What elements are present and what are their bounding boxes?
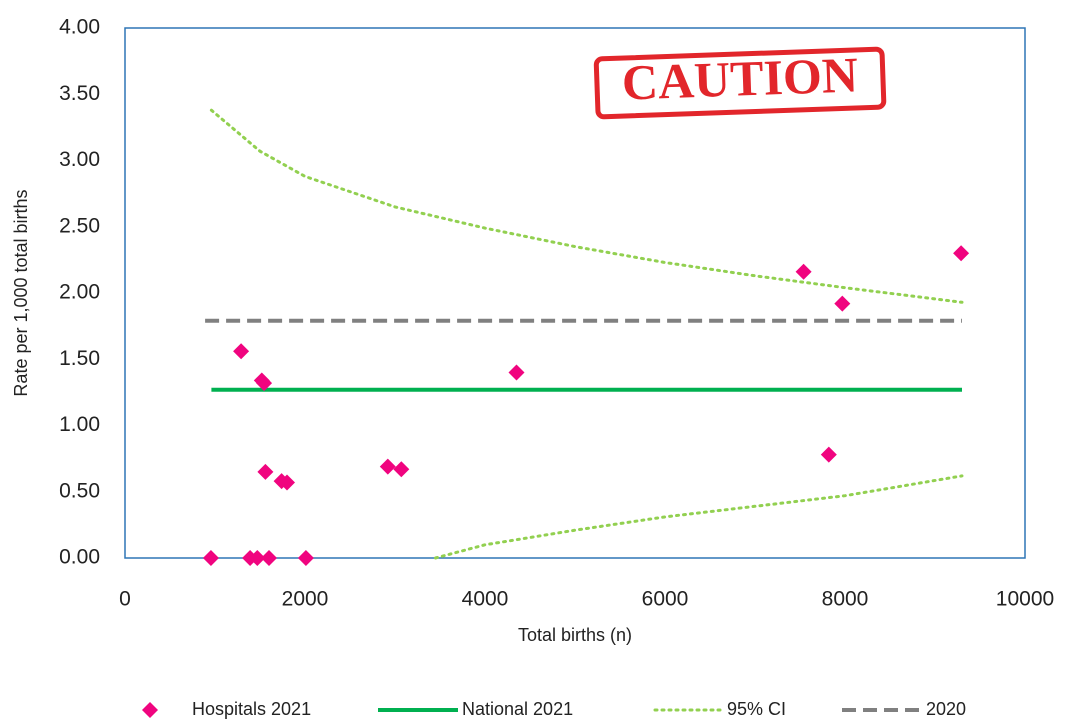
y-tick-label: 4.00 [59, 16, 100, 39]
y-tick-label: 0.50 [59, 479, 100, 502]
data-point [233, 343, 250, 360]
legend-text: 95% CI [727, 699, 786, 719]
data-point [257, 463, 274, 480]
data-point [795, 263, 812, 280]
data-point [279, 474, 295, 491]
x-tick-label: 6000 [642, 588, 689, 611]
legend-text: Hospitals 2021 [192, 699, 311, 719]
data-point [820, 446, 837, 463]
data-point [379, 458, 396, 475]
plot-frame [124, 27, 1026, 559]
y-tick-label: 3.50 [59, 82, 100, 105]
y-tick-label: 1.00 [59, 413, 100, 436]
x-axis-title: Total births (n) [518, 625, 632, 645]
data-point [393, 461, 410, 478]
data-point [953, 245, 970, 262]
data-point [297, 550, 314, 566]
stamp-text: CAUTION [621, 46, 859, 110]
x-tick-label: 8000 [822, 588, 869, 611]
data-point [202, 550, 219, 566]
x-tick-label: 10000 [996, 588, 1054, 611]
stamp-border [593, 46, 887, 120]
legend-marker [142, 702, 158, 718]
y-axis-title: Rate per 1,000 total births [11, 189, 31, 396]
data-point [508, 364, 525, 381]
data-point [249, 550, 266, 566]
legend-text: 2020 [926, 699, 966, 719]
data-point [261, 550, 277, 566]
series-line [209, 108, 964, 560]
x-tick-label: 4000 [462, 588, 509, 611]
y-tick-label: 0.00 [59, 546, 100, 569]
y-tick-label: 3.00 [59, 148, 100, 171]
data-point [834, 295, 851, 312]
data-point [256, 375, 273, 392]
caution-stamp: CAUTION [593, 46, 887, 120]
x-tick-label: 2000 [282, 588, 329, 611]
x-tick-label: 0 [119, 588, 131, 611]
legend-text: National 2021 [462, 699, 573, 719]
y-tick-label: 2.00 [59, 281, 100, 304]
y-tick-label: 1.50 [59, 347, 100, 370]
y-tick-label: 2.50 [59, 214, 100, 237]
